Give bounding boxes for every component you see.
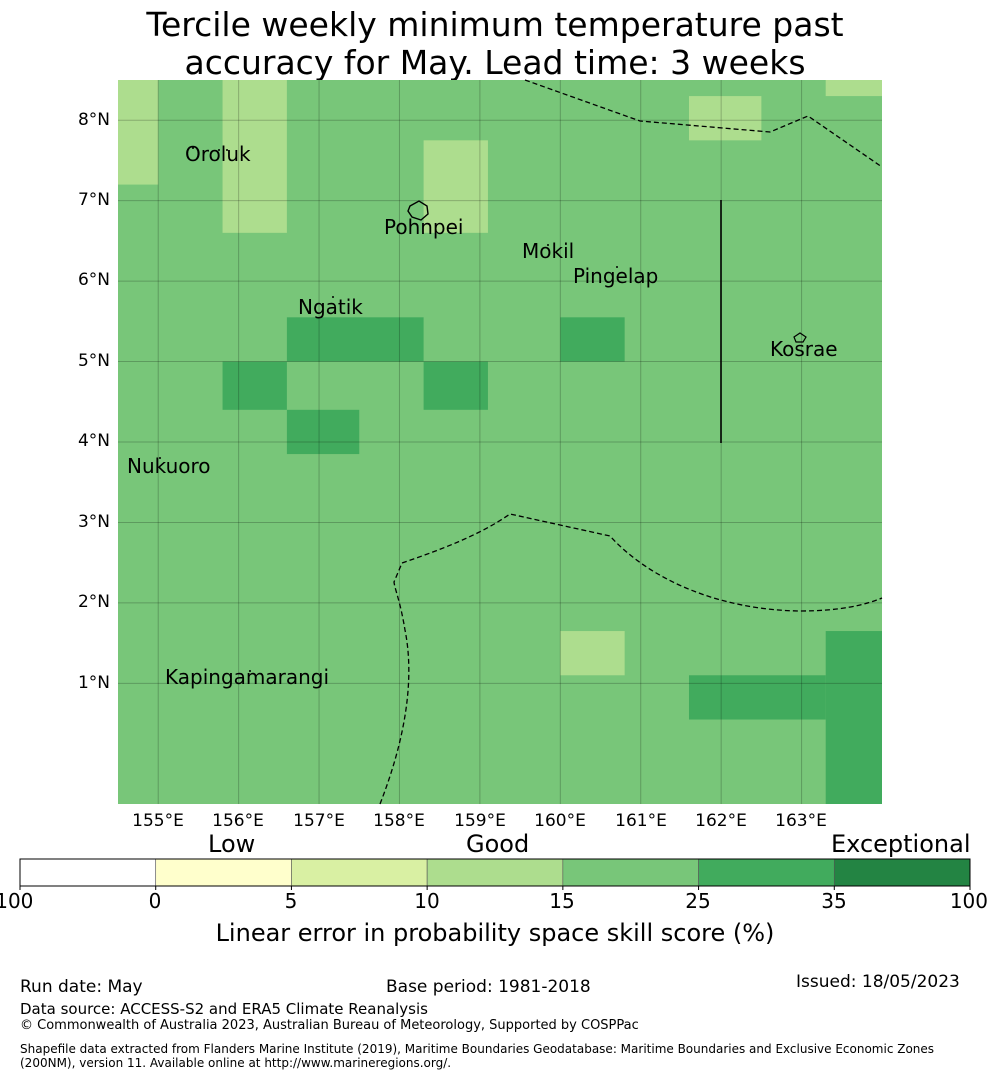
skill-cell-0 xyxy=(118,80,159,185)
skill-cell-12 xyxy=(825,631,882,804)
colorbar-tick-100: 100 xyxy=(949,889,988,913)
lat-tick-1n: 1°N xyxy=(77,673,110,693)
colorbar-segment-5 xyxy=(698,858,835,887)
map-title: Tercile weekly minimum temperature past … xyxy=(0,6,990,82)
lon-tick-160e: 160°E xyxy=(534,811,586,831)
pohnpei-island-outline xyxy=(407,200,429,221)
skill-cell-6 xyxy=(286,317,424,362)
copyright-notice: © Commonwealth of Australia 2023, Austra… xyxy=(20,1018,639,1033)
place-label-mokil: Mokil xyxy=(522,239,575,263)
colorbar-label: Linear error in probability space skill … xyxy=(215,919,775,947)
lat-tick-8n: 8°N xyxy=(77,110,110,130)
place-label-pohnpei: Pohnpei xyxy=(384,215,464,239)
place-label-kosrae: Kosrae xyxy=(770,337,838,361)
title-line-2: accuracy for May. Lead time: 3 weeks xyxy=(184,43,806,82)
colorbar-segment-2 xyxy=(291,858,428,887)
eez-boundary-north xyxy=(524,79,883,168)
colorbar-segment-3 xyxy=(426,858,564,887)
atoll-dot-3 xyxy=(332,296,334,298)
skill-cell-10 xyxy=(560,317,625,362)
skill-map xyxy=(118,79,883,805)
category-low: Low xyxy=(208,830,256,858)
colorbar-frame xyxy=(19,858,971,887)
lat-tick-3n: 3°N xyxy=(77,512,110,532)
lon-tick-157e: 157°E xyxy=(293,811,345,831)
skill-cell-2 xyxy=(423,140,488,233)
lat-tick-2n: 2°N xyxy=(77,592,110,612)
colorbar-tick-15: 15 xyxy=(549,889,575,913)
atoll-dot-7 xyxy=(226,149,228,151)
lat-tick-6n: 6°N xyxy=(77,270,110,290)
shapefile-credit-line-1: Shapefile data extracted from Flanders M… xyxy=(20,1042,935,1056)
lon-tick-155e: 155°E xyxy=(132,811,184,831)
skill-cell-9 xyxy=(286,409,360,455)
skill-cell-7 xyxy=(222,361,287,410)
lat-tick-5n: 5°N xyxy=(77,351,110,371)
atoll-dot-4 xyxy=(159,457,161,459)
kosrae-island-outline xyxy=(793,332,807,343)
atoll-dot-2 xyxy=(616,266,618,268)
colorbar-segment-6 xyxy=(833,858,971,887)
colorbar-tick-0: 0 xyxy=(148,889,162,913)
atoll-dot-0 xyxy=(218,149,220,151)
atoll-dot-6 xyxy=(192,147,194,149)
colorbar-tick-minus100: -100 xyxy=(0,889,34,913)
data-source: Data source: ACCESS-S2 and ERA5 Climate … xyxy=(20,1000,428,1018)
lon-tick-163e: 163°E xyxy=(775,811,827,831)
skill-cell-5 xyxy=(560,631,625,676)
lon-tick-158e: 158°E xyxy=(373,811,425,831)
category-exceptional: Exceptional xyxy=(831,830,971,858)
eez-boundary-south xyxy=(379,513,883,805)
shapefile-credit-line-2: (200NM), version 11. Available online at… xyxy=(20,1056,452,1070)
skill-cell-1 xyxy=(222,80,287,233)
colorbar-segment-4 xyxy=(562,858,699,887)
colorbar-tick-35: 35 xyxy=(821,889,847,913)
category-good: Good xyxy=(466,830,530,858)
colorbar-tick-10: 10 xyxy=(414,889,440,913)
colorbar-tick-25: 25 xyxy=(685,889,711,913)
skill-cell-8 xyxy=(423,361,488,410)
lon-tick-159e: 159°E xyxy=(454,811,506,831)
place-label-pingelap: Pingelap xyxy=(573,264,659,288)
run-date: Run date: May xyxy=(20,977,143,997)
lon-tick-161e: 161°E xyxy=(615,811,667,831)
base-period: Base period: 1981-2018 xyxy=(386,977,591,997)
skill-cell-4 xyxy=(825,80,882,97)
atoll-dot-1 xyxy=(547,244,549,246)
lon-tick-162e: 162°E xyxy=(695,811,747,831)
skill-cell-11 xyxy=(688,675,826,720)
colorbar-segment-1 xyxy=(155,858,292,887)
place-label-oroluk: Oroluk xyxy=(185,142,251,166)
skill-cell-3 xyxy=(688,96,762,141)
place-label-ngatik: Ngatik xyxy=(298,295,363,319)
lat-tick-7n: 7°N xyxy=(77,190,110,210)
issued-date: Issued: 18/05/2023 xyxy=(796,972,960,992)
lon-tick-156e: 156°E xyxy=(212,811,264,831)
colorbar-segment-0 xyxy=(19,858,157,887)
lat-tick-4n: 4°N xyxy=(77,431,110,451)
title-line-1: Tercile weekly minimum temperature past xyxy=(146,5,844,44)
colorbar-tick-5: 5 xyxy=(284,889,298,913)
colorbar xyxy=(19,858,971,890)
place-label-kapingamarangi: Kapingamarangi xyxy=(165,665,330,689)
atoll-dot-5 xyxy=(249,670,251,672)
place-label-nukuoro: Nukuoro xyxy=(127,454,211,478)
